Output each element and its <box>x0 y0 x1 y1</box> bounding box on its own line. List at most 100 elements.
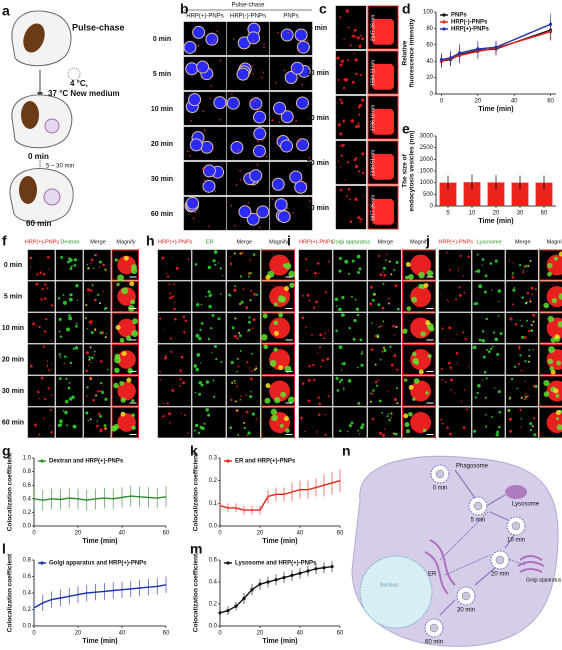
column-header: Merge <box>377 239 393 245</box>
fluorescence-spot <box>200 383 204 387</box>
micrograph <box>402 249 436 281</box>
fluorescence-spot <box>174 317 177 321</box>
fluorescence-spot <box>105 333 108 335</box>
fluorescence-spot <box>209 97 211 99</box>
fluorescence-spot <box>343 38 345 40</box>
fluorescence-spot <box>217 262 219 264</box>
fluorescence-spot <box>229 256 231 258</box>
panel-letter: j <box>425 233 430 249</box>
fluorescence-spot <box>490 347 493 350</box>
fluorescence-spot <box>249 395 253 399</box>
fluorescence-spot <box>543 302 550 309</box>
fluorescence-spot <box>359 73 362 77</box>
fluorescence-spot <box>261 139 264 142</box>
fluorescence-spot <box>119 380 125 386</box>
fluorescence-spot <box>247 275 250 278</box>
fluorescence-spot <box>478 338 482 342</box>
fluorescence-spot <box>256 107 258 109</box>
fluorescence-spot <box>494 387 496 389</box>
fluorescence-spot <box>361 171 365 175</box>
fluorescence-spot <box>508 417 513 421</box>
micrograph-bg <box>192 407 226 438</box>
fluorescence-spot <box>441 378 443 381</box>
y-axis-label: Relative <box>402 40 409 65</box>
row-label: 0 min <box>4 262 22 269</box>
fluorescence-spot <box>100 360 103 363</box>
fluorescence-spot <box>313 378 316 382</box>
fluorescence-spot <box>210 85 213 87</box>
fluorescence-spot <box>255 365 257 368</box>
fluorescence-spot <box>306 293 310 297</box>
golgi-shape <box>517 555 545 573</box>
micrograph <box>269 21 313 56</box>
y-tick-label: 0.2 <box>209 602 218 608</box>
fluorescence-spot <box>339 132 343 136</box>
micrograph <box>402 312 436 344</box>
fluorescence-spot <box>418 369 424 375</box>
fluorescence-spot <box>41 287 44 291</box>
fluorescence-spot <box>354 164 359 169</box>
fluorescence-spot <box>523 335 527 339</box>
fluorescence-spot <box>455 352 459 355</box>
fluorescence-spot <box>58 330 61 333</box>
fluorescence-spot <box>250 289 253 292</box>
row-label: 20 min <box>307 115 329 122</box>
fluorescence-spot <box>230 360 234 365</box>
fluorescence-spot <box>194 391 197 394</box>
micrograph <box>333 281 367 312</box>
fluorescence-spot <box>194 263 198 266</box>
y-tick-label: 20 <box>426 75 433 81</box>
fluorescence-spot <box>44 283 47 286</box>
fluorescence-spot <box>301 83 303 86</box>
row-label: 5 min <box>153 71 171 78</box>
micrograph-bg <box>438 281 472 312</box>
legend-marker <box>226 459 230 463</box>
fluorescence-spot <box>68 316 73 321</box>
micrograph-bg <box>335 50 367 95</box>
fluorescence-spot <box>233 225 236 227</box>
fluorescence-spot <box>532 320 535 323</box>
fluorescence-spot <box>85 303 88 306</box>
fluorescence-spot <box>89 418 92 421</box>
fluorescence-spot <box>494 337 499 342</box>
fluorescence-spot <box>327 260 330 263</box>
fluorescence-spot <box>66 327 71 332</box>
fluorescence-blob <box>269 317 291 339</box>
fluorescence-spot <box>300 419 303 421</box>
fluorescence-spot <box>271 119 274 121</box>
fluorescence-spot <box>159 370 161 373</box>
micrograph <box>183 91 227 126</box>
fluorescence-spot <box>324 433 327 436</box>
y-tick-label: 0 <box>430 204 434 210</box>
micrograph <box>269 161 313 196</box>
fluorescence-spot <box>485 377 488 380</box>
x-axis-label: Time (min) <box>82 638 117 645</box>
fluorescence-spot <box>524 265 527 268</box>
fluorescence-spot <box>245 394 247 397</box>
fluorescence-spot <box>387 413 390 415</box>
fluorescence-spot <box>403 413 409 419</box>
fluorescence-spot <box>233 288 237 292</box>
fluorescence-spot <box>90 362 92 364</box>
fluorescence-spot <box>529 422 533 426</box>
bar <box>487 182 505 206</box>
fluorescence-spot <box>381 306 385 310</box>
fluorescence-spot <box>287 31 290 34</box>
fluorescence-spot <box>390 416 392 419</box>
fluorescence-spot <box>498 425 501 429</box>
fluorescence-blob <box>372 18 394 45</box>
fluorescence-spot <box>58 353 61 356</box>
fluorescence-spot <box>425 320 431 326</box>
fluorescence-spot <box>519 354 522 357</box>
fluorescence-spot <box>69 267 73 270</box>
fluorescence-blob <box>117 318 136 338</box>
data-point <box>330 565 334 569</box>
cell-nucleus <box>202 164 216 178</box>
fluorescence-spot <box>97 293 100 296</box>
fluorescence-spot <box>481 339 486 343</box>
fluorescence-spot <box>353 35 356 38</box>
fluorescence-spot <box>293 68 296 70</box>
micrograph <box>472 375 505 407</box>
fluorescence-spot <box>532 384 536 388</box>
fluorescence-spot <box>48 268 50 270</box>
